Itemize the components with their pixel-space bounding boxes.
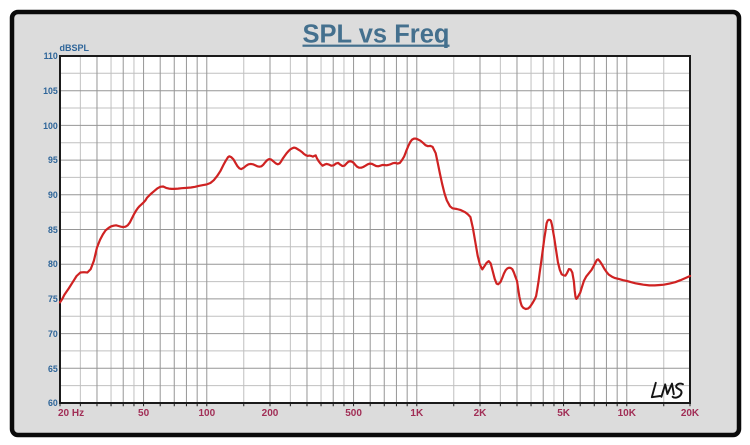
- svg-text:100: 100: [43, 121, 58, 131]
- svg-text:85: 85: [48, 225, 58, 235]
- svg-text:70: 70: [48, 329, 58, 339]
- svg-text:SPL vs Freq: SPL vs Freq: [303, 21, 450, 49]
- svg-text:20 Hz: 20 Hz: [58, 408, 84, 419]
- svg-text:1K: 1K: [410, 408, 424, 419]
- svg-text:dBSPL: dBSPL: [60, 43, 90, 53]
- svg-text:90: 90: [48, 190, 58, 200]
- svg-text:95: 95: [48, 155, 58, 165]
- svg-text:2K: 2K: [474, 408, 488, 419]
- svg-text:65: 65: [48, 364, 58, 374]
- svg-text:5K: 5K: [557, 408, 571, 419]
- svg-text:60: 60: [48, 398, 58, 408]
- svg-text:20K: 20K: [681, 408, 700, 419]
- svg-text:105: 105: [43, 86, 58, 96]
- svg-text:80: 80: [48, 259, 58, 269]
- svg-text:10K: 10K: [618, 408, 637, 419]
- svg-text:110: 110: [44, 51, 58, 61]
- svg-text:500: 500: [345, 408, 362, 419]
- svg-text:50: 50: [138, 408, 150, 419]
- svg-text:75: 75: [48, 294, 58, 304]
- svg-text:100: 100: [198, 408, 215, 419]
- svg-text:200: 200: [262, 408, 279, 419]
